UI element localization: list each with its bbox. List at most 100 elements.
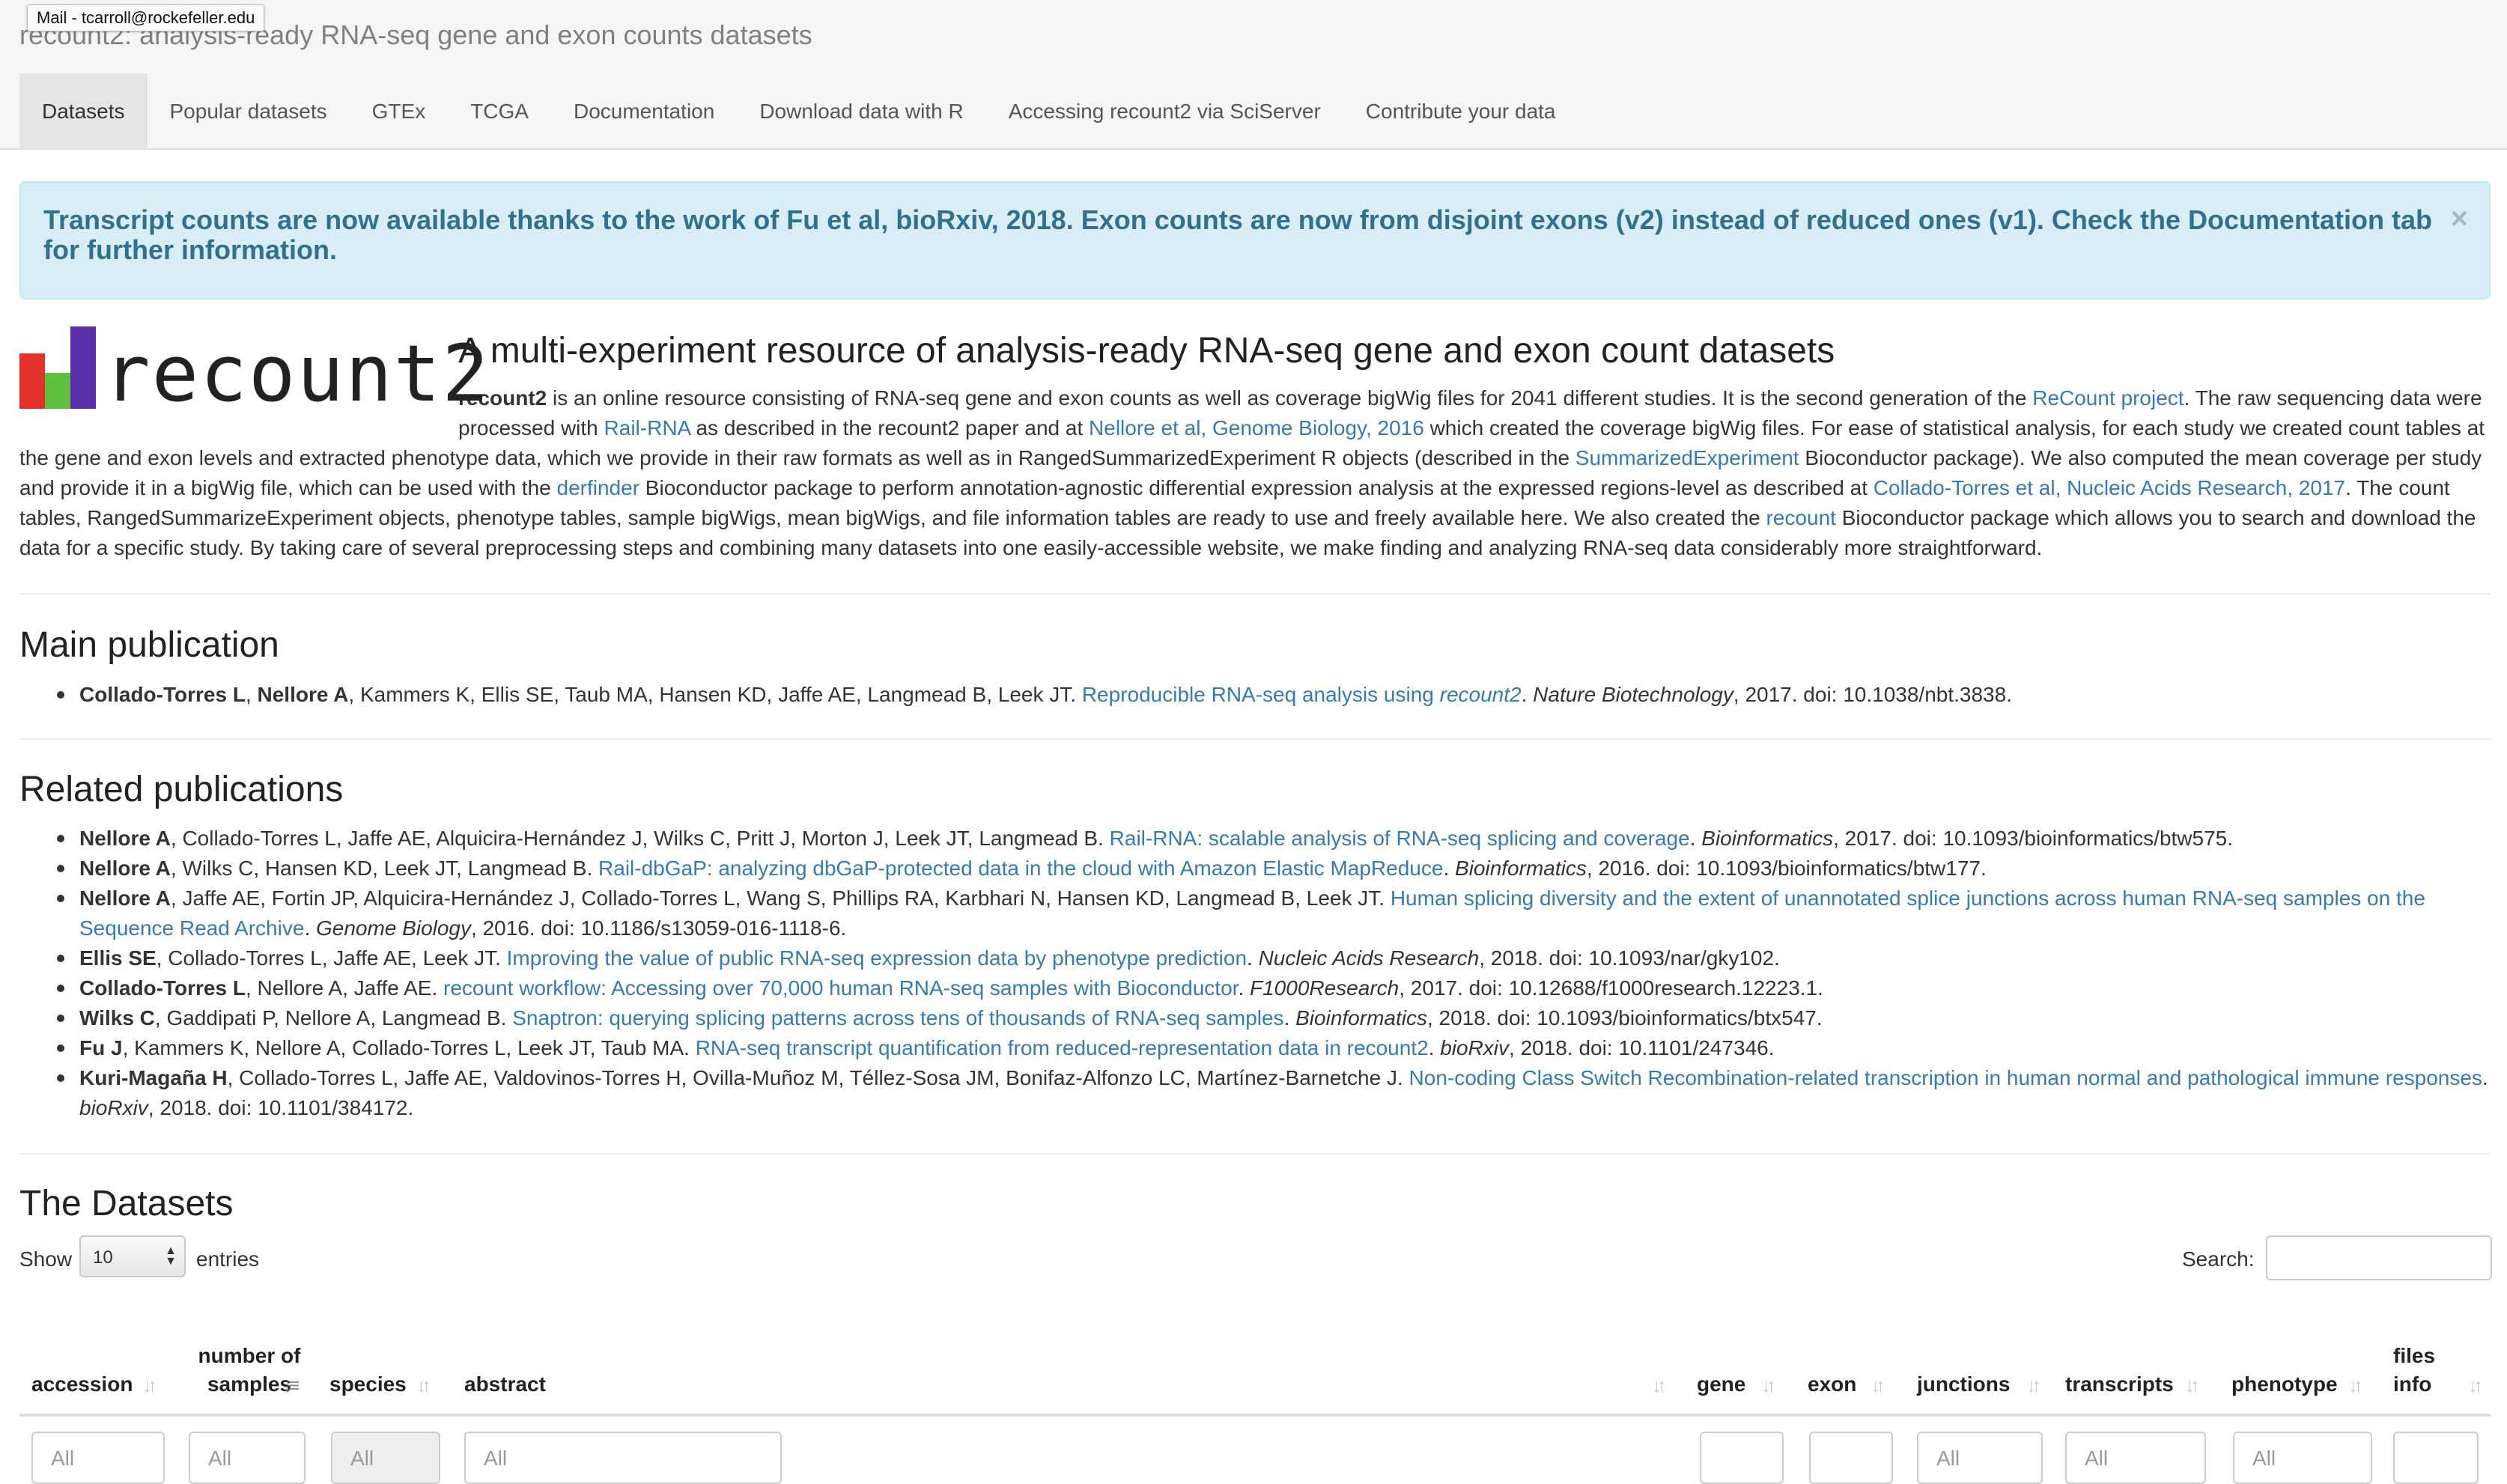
filter-species[interactable]: All — [331, 1432, 440, 1484]
authors: , Collado-Torres L, Jaffe AE, Leek JT. — [156, 946, 507, 970]
authors: , Collado-Torres L, Jaffe AE, Alquicira-… — [170, 827, 1110, 850]
sort-icon[interactable]: ↓↑ — [1871, 1374, 1885, 1396]
column-header-phenotype[interactable]: phenotype — [2231, 1372, 2338, 1396]
logo-bar-purple — [70, 326, 96, 409]
sort-icon[interactable]: ↓↑ — [416, 1374, 431, 1396]
column-header-exon[interactable]: exon — [1808, 1372, 1857, 1396]
authors: , Gaddipati P, Nellore A, Langmead B. — [154, 1006, 513, 1030]
link-italic[interactable]: recount2 — [1439, 683, 1522, 706]
publication-link[interactable]: Non-coding Class Switch Recombination-re… — [1409, 1066, 2482, 1089]
link-nellore[interactable]: Nellore et al, Genome Biology, 2016 — [1089, 416, 1424, 440]
authors: , Kammers K, Ellis SE, Taub MA, Hansen K… — [348, 683, 1082, 706]
author-bold: Collado-Torres L — [79, 976, 246, 1000]
sort-desc-icon[interactable]: ↓≡ — [283, 1374, 300, 1396]
sort-icon[interactable]: ↓↑ — [142, 1374, 157, 1396]
link-recount[interactable]: recount — [1766, 506, 1836, 529]
list-item: Wilks C, Gaddipati P, Nellore A, Langmea… — [57, 1003, 2491, 1033]
sort-icon[interactable]: ↓↑ — [2026, 1374, 2041, 1396]
list-item: Collado-Torres L, Nellore A, Kammers K, … — [57, 680, 2491, 710]
publication-link[interactable]: Human splicing diversity and the extent … — [79, 887, 2425, 940]
info-alert: Transcript counts are now available than… — [19, 181, 2491, 299]
entries-select-value[interactable]: 10 — [93, 1247, 113, 1268]
related-publications-title: Related publications — [19, 770, 344, 809]
close-icon[interactable]: × — [2450, 202, 2468, 235]
table-header: accession ↓↑ number of samples ↓≡ specie… — [19, 1310, 2491, 1417]
column-header-accession[interactable]: accession — [31, 1372, 133, 1396]
list-item: Nellore A, Jaffe AE, Fortin JP, Alquicir… — [57, 884, 2491, 943]
intro-text: which created the coverage bigWig files.… — [19, 416, 2485, 469]
alert-text: Transcript counts are now available than… — [43, 204, 2432, 265]
column-header-gene[interactable]: gene — [1697, 1372, 1746, 1396]
list-item: Ellis SE, Collado-Torres L, Jaffe AE, Le… — [57, 943, 2491, 973]
list-item: Kuri-Magaña H, Collado-Torres L, Jaffe A… — [57, 1063, 2491, 1123]
citation-rest: , 2018. doi: 10.1093/nar/gky102. — [1479, 946, 1780, 970]
link-derfinder[interactable]: derfinder — [556, 476, 640, 499]
entries-select[interactable]: 10 ▲ ▼ — [79, 1235, 186, 1277]
sort-icon[interactable]: ↓↑ — [2468, 1374, 2483, 1396]
link-summarizedexperiment[interactable]: SummarizedExperiment — [1575, 446, 1799, 469]
intro-heading: A multi-experiment resource of analysis-… — [458, 331, 1835, 371]
publication-link[interactable]: recount workflow: Accessing over 70,000 … — [443, 976, 1239, 1000]
filter-number-of-samples[interactable]: All — [189, 1432, 306, 1484]
filter-phenotype[interactable]: All — [2233, 1432, 2372, 1484]
tab-documentation[interactable]: Documentation — [573, 100, 715, 123]
intro-text: Bioconductor package). We also computed … — [19, 446, 2482, 499]
intro-text: . The raw sequencing data were processed… — [458, 386, 2482, 440]
search-label: Search: — [2182, 1247, 2255, 1271]
publication-link[interactable]: RNA-seq transcript quantification from r… — [695, 1036, 1429, 1059]
filter-accession[interactable]: All — [31, 1432, 165, 1484]
sort-icon[interactable]: ↓↑ — [1652, 1374, 1667, 1396]
punctuation: . — [1238, 976, 1250, 1000]
intro-text: Bioconductor package which allows you to… — [19, 506, 2476, 559]
column-header-files-info[interactable]: files info — [2393, 1344, 2436, 1396]
link-main-publication[interactable]: Reproducible RNA-seq analysis using reco… — [1082, 683, 1522, 706]
page-header: recount2: analysis-ready RNA-seq gene an… — [0, 0, 2507, 66]
filter-exon[interactable] — [1809, 1432, 1893, 1484]
sort-icon[interactable]: ↓↑ — [1761, 1374, 1776, 1396]
link-recount-project[interactable]: ReCount project — [2032, 386, 2184, 410]
link-collado-torres[interactable]: Collado-Torres et al, Nucleic Acids Rese… — [1873, 476, 2346, 499]
journal: Bioinformatics — [1295, 1006, 1427, 1030]
tab-download-data-with-r[interactable]: Download data with R — [759, 100, 964, 123]
journal: F1000Research — [1250, 976, 1400, 1000]
tab-contribute[interactable]: Contribute your data — [1365, 100, 1556, 123]
citation-rest: , 2017. doi: 10.1038/nbt.3838. — [1733, 683, 2012, 706]
column-header-abstract[interactable]: abstract — [464, 1372, 546, 1396]
logo-bar-green — [45, 373, 70, 409]
author-bold: Nellore A — [257, 683, 349, 706]
navbar: Datasets Popular datasets GTEx TCGA Docu… — [0, 66, 2507, 150]
punctuation: . — [1283, 1006, 1296, 1030]
citation-rest: , 2016. doi: 10.1093/bioinformatics/btw1… — [1586, 857, 1987, 880]
related-publications-list: Nellore A , Collado-Torres L, Jaffe AE, A… — [57, 824, 2491, 1123]
intro-section: recount2 A multi-experiment resource of … — [19, 326, 2491, 563]
publication-link[interactable]: Improving the value of public RNA-seq ex… — [506, 946, 1248, 970]
publication-link[interactable]: Snaptron: querying splicing patterns acr… — [512, 1006, 1284, 1030]
filter-transcripts[interactable]: All — [2065, 1432, 2206, 1484]
list-item: Nellore A, Collado-Torres L, Jaffe AE, A… — [57, 824, 2491, 854]
link-rail-rna[interactable]: Rail-RNA — [604, 416, 690, 440]
tab-popular-datasets[interactable]: Popular datasets — [169, 100, 327, 123]
tab-sciserver[interactable]: Accessing recount2 via SciServer — [1008, 100, 1321, 123]
column-header-transcripts[interactable]: transcripts — [2065, 1372, 2174, 1396]
publication-link[interactable]: Rail-dbGaP: analyzing dbGaP-protected da… — [598, 857, 1444, 880]
author-bold: Nellore A — [79, 857, 171, 880]
author-bold: Nellore A — [79, 887, 171, 910]
column-header-number-of-samples[interactable]: number of samples — [198, 1344, 301, 1396]
tab-tcga[interactable]: TCGA — [470, 100, 529, 123]
link-text[interactable]: Reproducible RNA-seq analysis using — [1081, 683, 1440, 706]
show-label: Show — [19, 1247, 73, 1271]
sort-icon[interactable]: ↓↑ — [2348, 1374, 2363, 1396]
filter-gene[interactable] — [1700, 1432, 1784, 1484]
publication-link[interactable]: Rail-RNA: scalable analysis of RNA-seq s… — [1109, 827, 1690, 850]
tab-gtex[interactable]: GTEx — [371, 100, 426, 123]
column-header-species[interactable]: species — [329, 1372, 407, 1396]
column-header-junctions[interactable]: junctions — [1917, 1372, 2011, 1396]
author-bold: Collado-Torres L — [79, 683, 246, 706]
sort-icon[interactable]: ↓↑ — [2185, 1374, 2200, 1396]
filter-files-info[interactable] — [2393, 1432, 2479, 1484]
filter-abstract[interactable]: All — [464, 1432, 782, 1484]
filter-junctions[interactable]: All — [1917, 1432, 2043, 1484]
search-input[interactable] — [2266, 1235, 2492, 1280]
tab-datasets[interactable]: Datasets — [19, 73, 148, 150]
divider — [19, 738, 2491, 740]
